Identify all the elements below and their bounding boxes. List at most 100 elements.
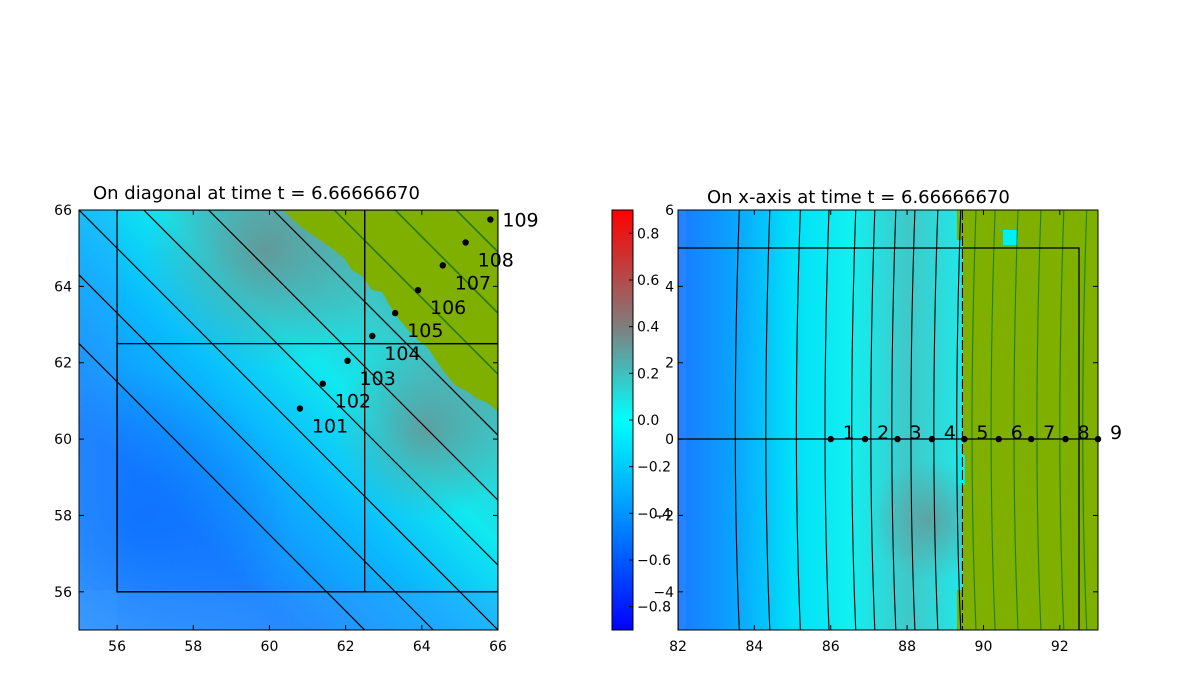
contour-line	[870, 210, 876, 630]
gauge-marker	[961, 435, 968, 443]
left-land-region	[283, 210, 498, 412]
gauge-marker	[462, 239, 469, 246]
gauge-label: 3	[910, 422, 922, 444]
contour-line	[272, 210, 498, 437]
gauge-marker	[319, 380, 326, 387]
y-tick-label: −2	[653, 508, 674, 524]
colorbar-tick-label: −0.2	[637, 460, 671, 476]
right-panel: On x-axis at time t = 6.66666670 82 84 86 8…	[653, 187, 1122, 655]
contour-line	[1082, 210, 1088, 630]
contour-line	[956, 210, 962, 630]
y-tick-label: 6	[665, 203, 674, 219]
colorbar-tick-label: 0.4	[637, 320, 659, 336]
contour-line	[765, 210, 771, 630]
gauge-label: 104	[384, 343, 420, 365]
y-tick-label: 2	[665, 356, 674, 372]
x-tick-label: 92	[1051, 639, 1069, 655]
gauge-label: 2	[877, 422, 889, 444]
left-axes: 56 58 60 62 64 66 56 58 60 62 64 66	[54, 203, 507, 655]
x-tick-label: 90	[975, 639, 993, 655]
colorbar-tick-label: −0.4	[637, 506, 671, 522]
gauge-label: 106	[430, 297, 466, 319]
y-tick-label: 56	[54, 585, 72, 601]
gauge-marker	[861, 435, 869, 443]
x-tick-label: 84	[745, 639, 763, 655]
colorbar-tick-label: 0.8	[637, 226, 659, 242]
x-tick-label: 88	[898, 639, 916, 655]
gauge-marker	[296, 405, 304, 412]
gauge-marker	[894, 435, 901, 443]
gauge-label: 102	[335, 391, 371, 413]
right-contour-lines	[734, 210, 1088, 630]
contour-line	[79, 274, 435, 630]
gauge-marker	[391, 309, 399, 317]
contour-line	[734, 210, 740, 630]
contour-line	[207, 210, 498, 502]
contour-line	[79, 342, 366, 630]
contour-line	[891, 210, 897, 630]
gauge-label: 105	[407, 320, 443, 342]
y-tick-label: 0	[665, 432, 674, 448]
gauge-marker	[414, 286, 422, 294]
left-patch-boxes	[116, 210, 498, 593]
y-tick-label: 62	[54, 356, 72, 372]
gauge-label: 108	[478, 249, 514, 271]
gauge-label: 109	[502, 210, 538, 232]
gauge-label: 107	[455, 272, 491, 294]
right-heatmap	[678, 210, 1098, 630]
gauge-label: 1	[843, 422, 855, 444]
gauge-marker	[928, 435, 936, 443]
y-tick-label: −4	[653, 585, 674, 601]
contour-line	[990, 210, 996, 630]
gauge-marker	[1094, 435, 1102, 443]
contour-line	[1013, 210, 1019, 630]
y-tick-label: 66	[54, 203, 72, 219]
x-tick-label: 60	[261, 639, 279, 655]
colorbar-ticks: 0.8 0.6 0.4 0.2 0.0 −0.2 −0.4 −0.6 −0.8	[629, 226, 671, 616]
gauge-label: 101	[312, 416, 348, 438]
colorbar-tick-label: 0.6	[637, 273, 659, 289]
y-tick-label: 60	[54, 432, 72, 448]
colorbar-tick-label: 0.0	[637, 413, 659, 429]
right-land-region	[957, 210, 1098, 630]
patch-box	[116, 210, 366, 593]
contour-line	[824, 210, 830, 630]
gauge-marker	[995, 435, 1002, 443]
gauge-label: 9	[1110, 422, 1122, 444]
colorbar-tick-label: 0.2	[637, 366, 659, 382]
contour-line	[1059, 210, 1065, 630]
gauge-marker	[487, 216, 494, 223]
contour-line	[910, 210, 916, 630]
x-tick-label: 58	[184, 639, 202, 655]
land-contour-line	[283, 210, 498, 412]
colorbar: 0.8 0.6 0.4 0.2 0.0 −0.2 −0.4 −0.6 −0.8	[611, 209, 671, 631]
contour-line	[851, 210, 857, 630]
x-tick-label: 82	[669, 639, 687, 655]
contour-line	[1036, 210, 1042, 630]
contour-line	[79, 210, 498, 630]
gauge-marker	[1062, 435, 1069, 443]
contour-line	[933, 210, 939, 630]
left-panel-title: On diagonal at time t = 6.66666670	[93, 183, 420, 204]
gauge-marker	[827, 435, 834, 443]
gauge-marker	[1027, 435, 1035, 443]
colorbar-tick-label: −0.8	[637, 600, 671, 616]
y-tick-label: 58	[54, 508, 72, 524]
x-tick-label: 62	[337, 639, 355, 655]
gauge-marker	[369, 332, 376, 340]
gauge-label: 4	[944, 422, 956, 444]
right-panel-title: On x-axis at time t = 6.66666670	[707, 187, 1010, 208]
right-plot-frame	[677, 209, 1099, 631]
x-tick-label: 56	[108, 639, 126, 655]
x-tick-label: 86	[822, 639, 840, 655]
y-tick-label: 4	[665, 279, 674, 295]
gauge-label: 8	[1078, 422, 1090, 444]
land-contour-line	[318, 210, 498, 412]
x-tick-label: 64	[413, 639, 431, 655]
contour-line	[795, 210, 801, 630]
gauge-label: 6	[1011, 422, 1023, 444]
right-patch-box	[678, 247, 1080, 630]
